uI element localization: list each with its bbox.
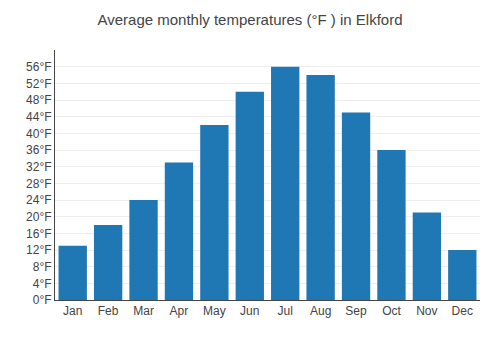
svg-text:44°F: 44°F	[26, 110, 51, 124]
svg-text:28°F: 28°F	[26, 177, 51, 191]
svg-text:12°F: 12°F	[26, 243, 51, 257]
svg-text:8°F: 8°F	[33, 260, 52, 274]
svg-text:16°F: 16°F	[26, 227, 51, 241]
svg-text:Dec: Dec	[452, 304, 473, 318]
svg-text:Average monthly temperatures (: Average monthly temperatures (°F ) in El…	[97, 11, 402, 28]
svg-text:Sep: Sep	[345, 304, 367, 318]
svg-text:32°F: 32°F	[26, 160, 51, 174]
svg-text:36°F: 36°F	[26, 143, 51, 157]
svg-text:Apr: Apr	[170, 304, 189, 318]
svg-text:4°F: 4°F	[33, 277, 52, 291]
svg-text:Jan: Jan	[63, 304, 82, 318]
svg-text:40°F: 40°F	[26, 127, 51, 141]
svg-text:20°F: 20°F	[26, 210, 51, 224]
svg-text:56°F: 56°F	[26, 60, 51, 74]
svg-text:0°F: 0°F	[33, 293, 52, 307]
svg-text:Feb: Feb	[98, 304, 119, 318]
svg-text:Jul: Jul	[278, 304, 293, 318]
svg-text:48°F: 48°F	[26, 93, 51, 107]
svg-text:Jun: Jun	[240, 304, 259, 318]
svg-text:May: May	[203, 304, 226, 318]
svg-text:52°F: 52°F	[26, 77, 51, 91]
svg-text:Mar: Mar	[133, 304, 154, 318]
svg-text:Nov: Nov	[416, 304, 437, 318]
svg-text:Oct: Oct	[382, 304, 401, 318]
svg-text:24°F: 24°F	[26, 193, 51, 207]
svg-text:Aug: Aug	[310, 304, 331, 318]
